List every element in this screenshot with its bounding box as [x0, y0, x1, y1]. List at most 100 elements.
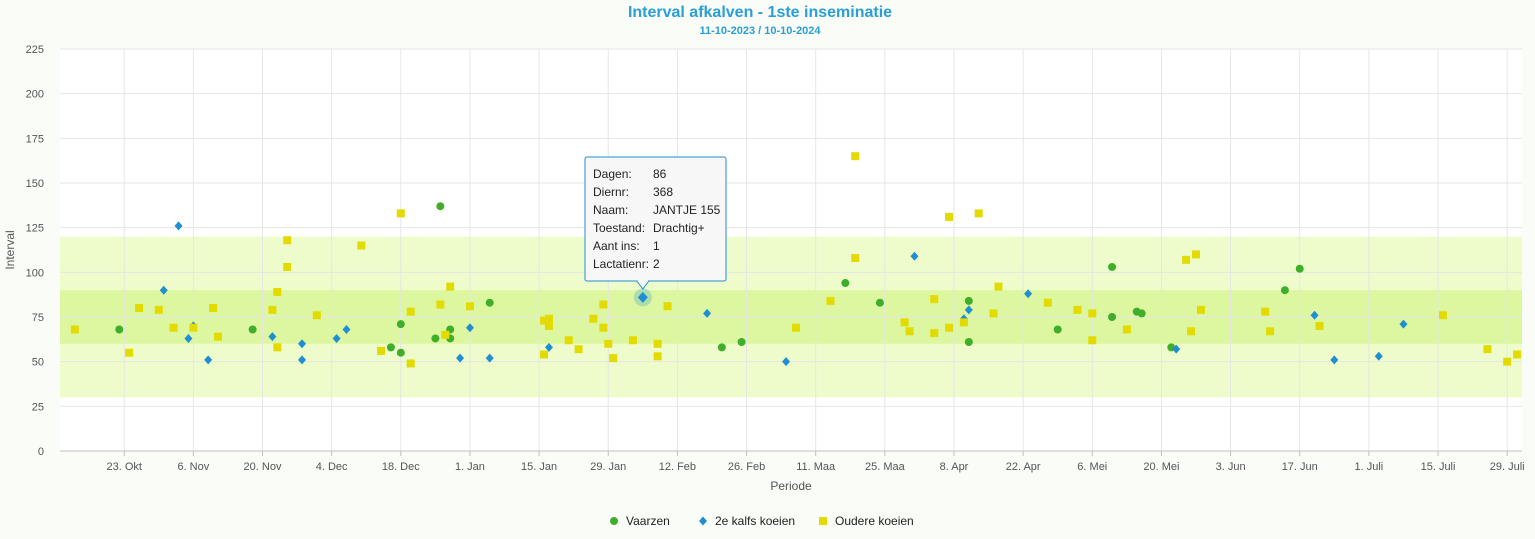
point-oudere-koeien — [283, 236, 292, 245]
tooltip-value: Drachtig+ — [653, 221, 705, 235]
point-oudere-koeien — [1513, 350, 1522, 359]
legend-marker-2e-kalfs-koeien — [699, 516, 707, 526]
legend-marker-vaarzen — [610, 517, 618, 525]
tooltip-label: Toestand: — [593, 221, 645, 235]
x-axis-ticks: 23. Okt 6. Nov 20. Nov 4. Dec 18. Dec 1. Jan 1… — [60, 450, 1525, 473]
point-vaarzen — [737, 338, 746, 347]
point-oudere-koeien — [1182, 255, 1191, 264]
point-oudere-koeien — [945, 212, 954, 221]
x-tick-label: 12. Feb — [659, 461, 696, 473]
tooltip-point — [637, 291, 648, 303]
point-2e-kalfs-koeien — [1172, 344, 1181, 354]
point-oudere-koeien — [441, 330, 450, 339]
point-oudere-koeien — [169, 323, 178, 332]
point-oudere-koeien — [189, 323, 198, 332]
x-tick-label: 23. Okt — [106, 461, 141, 473]
point-oudere-koeien — [1122, 325, 1131, 334]
point-oudere-koeien — [540, 350, 549, 359]
point-oudere-koeien — [357, 241, 366, 250]
point-vaarzen — [964, 296, 973, 305]
tooltip-value: 2 — [653, 257, 660, 271]
point-vaarzen — [1295, 264, 1304, 273]
point-2e-kalfs-koeien — [910, 251, 919, 261]
legend-label-vaarzen: Vaarzen — [626, 514, 670, 528]
x-tick-label: 3. Jun — [1216, 461, 1246, 473]
point-2e-kalfs-koeien — [485, 353, 494, 363]
y-axis-label: Interval — [3, 230, 17, 269]
point-vaarzen — [841, 279, 850, 288]
point-oudere-koeien — [70, 325, 79, 334]
point-vaarzen — [436, 202, 445, 211]
point-oudere-koeien — [959, 318, 968, 327]
point-2e-kalfs-koeien — [1330, 355, 1339, 365]
point-oudere-koeien — [283, 262, 292, 271]
point-oudere-koeien — [851, 152, 860, 161]
point-oudere-koeien — [653, 339, 662, 348]
y-tick-label: 50 — [32, 357, 44, 369]
data-points — [70, 152, 1522, 368]
x-tick-label: 25. Maa — [865, 461, 906, 473]
point-2e-kalfs-koeien — [1310, 310, 1319, 320]
point-oudere-koeien — [599, 300, 608, 309]
chart-title: Interval afkalven - 1ste inseminatie — [628, 4, 892, 21]
tooltip-label: Dagen: — [593, 167, 632, 181]
point-2e-kalfs-koeien — [268, 332, 277, 342]
x-tick-label: 29. Juli — [1490, 461, 1525, 473]
point-oudere-koeien — [312, 311, 321, 320]
y-tick-label: 175 — [26, 133, 44, 145]
point-vaarzen — [115, 325, 124, 334]
point-oudere-koeien — [377, 346, 386, 355]
point-vaarzen — [1137, 309, 1146, 318]
x-tick-label: 20. Nov — [244, 461, 282, 473]
point-oudere-koeien — [125, 348, 134, 357]
point-oudere-koeien — [609, 354, 618, 363]
x-tick-label: 26. Feb — [728, 461, 765, 473]
x-tick-label: 1. Jan — [455, 461, 485, 473]
point-vaarzen — [396, 348, 405, 357]
point-oudere-koeien — [1261, 307, 1270, 316]
tooltip: Dagen: 86 Diernr: 368 Naam: JANTJE 155 Toestan… — [584, 156, 727, 307]
point-vaarzen — [485, 298, 494, 307]
point-vaarzen — [1280, 286, 1289, 295]
x-tick-label: 17. Jun — [1282, 461, 1318, 473]
point-oudere-koeien — [1192, 250, 1201, 259]
point-2e-kalfs-koeien — [204, 355, 213, 365]
x-tick-label: 1. Juli — [1355, 461, 1384, 473]
point-oudere-koeien — [589, 314, 598, 323]
y-tick-label: 25 — [32, 401, 44, 413]
point-oudere-koeien — [930, 295, 939, 304]
x-axis-label: Periode — [770, 479, 812, 493]
point-oudere-koeien — [989, 309, 998, 318]
point-vaarzen — [431, 334, 440, 343]
x-tick-label: 6. Nov — [177, 461, 209, 473]
point-oudere-koeien — [564, 336, 573, 345]
point-2e-kalfs-koeien — [1024, 289, 1033, 299]
x-tick-label: 29. Jan — [590, 461, 626, 473]
point-2e-kalfs-koeien — [465, 323, 474, 333]
point-oudere-koeien — [135, 304, 144, 313]
point-oudere-koeien — [1073, 305, 1082, 314]
point-2e-kalfs-koeien — [298, 339, 307, 349]
y-axis-ticks: 0 25 50 75 100 125 150 175 200 225 — [26, 44, 44, 458]
point-oudere-koeien — [1503, 357, 1512, 366]
x-tick-label: 15. Juli — [1421, 461, 1456, 473]
x-tick-label: 6. Mei — [1077, 461, 1107, 473]
point-2e-kalfs-koeien — [703, 308, 712, 318]
point-vaarzen — [1108, 262, 1117, 271]
point-oudere-koeien — [574, 345, 583, 354]
point-vaarzen — [875, 298, 884, 307]
point-oudere-koeien — [1187, 327, 1196, 336]
point-oudere-koeien — [628, 336, 637, 345]
tooltip-value: 368 — [653, 185, 673, 199]
y-tick-label: 200 — [26, 89, 44, 101]
legend-label-2e-kalfs-koeien: 2e kalfs koeien — [715, 514, 795, 528]
point-oudere-koeien — [214, 332, 223, 341]
point-oudere-koeien — [540, 316, 549, 325]
x-tick-label: 18. Dec — [382, 461, 420, 473]
x-tick-label: 15. Jan — [521, 461, 557, 473]
tooltip-value: 1 — [653, 239, 660, 253]
point-oudere-koeien — [273, 287, 282, 296]
tooltip-pointer — [636, 280, 650, 290]
tooltip-label: Naam: — [593, 203, 628, 217]
